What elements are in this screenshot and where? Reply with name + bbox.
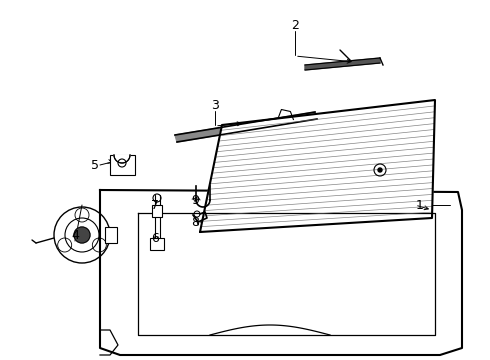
Bar [110,155,135,175]
Text: 3: 3 [211,99,219,112]
Bar [152,205,162,217]
Text: 4: 4 [71,229,79,242]
Text: 1: 1 [416,198,424,212]
Text: 9: 9 [191,194,199,207]
Text: 7: 7 [151,198,159,212]
Text: 5: 5 [91,158,99,171]
Circle shape [74,227,90,243]
Polygon shape [305,58,380,70]
Polygon shape [200,100,435,232]
Polygon shape [100,190,462,355]
Circle shape [378,168,382,172]
Text: 8: 8 [191,216,199,229]
Polygon shape [175,112,317,142]
Bar [105,227,117,243]
Polygon shape [114,155,130,163]
Text: 2: 2 [291,18,299,32]
Text: 6: 6 [151,231,159,244]
Bar [150,238,164,250]
